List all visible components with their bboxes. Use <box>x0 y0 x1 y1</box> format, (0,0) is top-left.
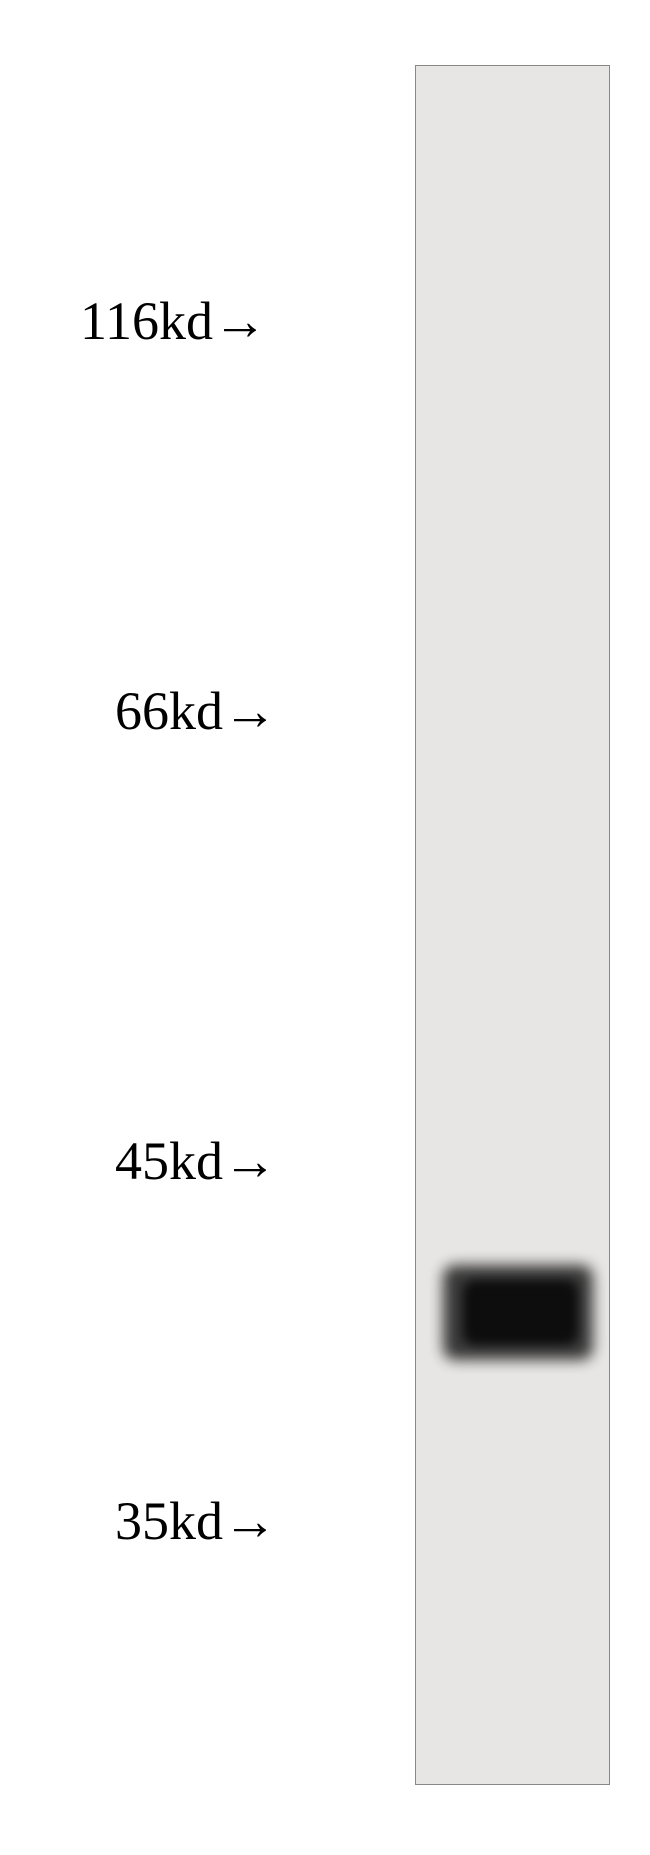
marker-label-2: 45kd→ <box>115 1130 277 1192</box>
blot-lane <box>415 65 610 1785</box>
marker-label-1: 66kd→ <box>115 680 277 742</box>
marker-label-3: 35kd→ <box>115 1490 277 1552</box>
marker-label-0: 116kd→ <box>80 290 267 352</box>
blot-band-1 <box>463 1280 578 1345</box>
